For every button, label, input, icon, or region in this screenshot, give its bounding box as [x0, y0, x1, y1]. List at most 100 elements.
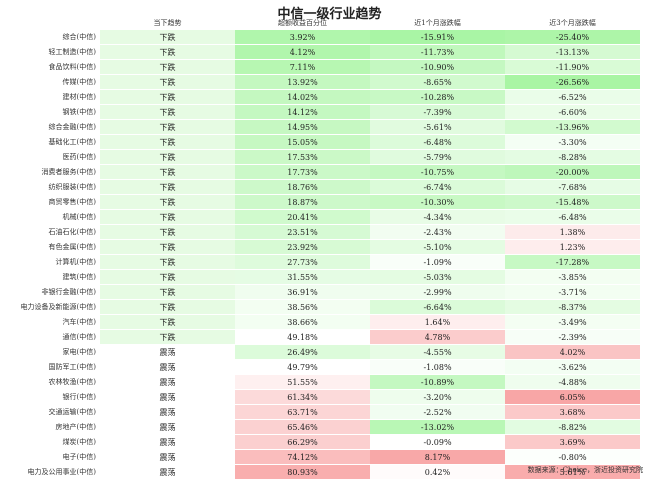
- excess-percentile-cell: 51.55%: [235, 375, 370, 390]
- industry-label: 国防军工(中信): [48, 363, 96, 371]
- one-month-change-cell: -1.09%: [370, 255, 505, 270]
- three-month-change-cell: 3.69%: [505, 435, 640, 450]
- header-trend: 当下趋势: [153, 19, 182, 27]
- one-month-change-cell: -7.39%: [370, 105, 505, 120]
- one-month-change-cell: -10.30%: [370, 195, 505, 210]
- three-month-change-cell: -7.68%: [505, 180, 640, 195]
- one-month-change-cell: -3.20%: [370, 390, 505, 405]
- excess-percentile-cell: 20.41%: [235, 210, 370, 225]
- three-month-change-cell: -26.56%: [505, 75, 640, 90]
- industry-label: 电力及公用事业(中信): [27, 468, 96, 476]
- industry-label: 食品饮料(中信): [48, 63, 96, 71]
- one-month-change-cell: -10.28%: [370, 90, 505, 105]
- one-month-change-cell: -4.55%: [370, 345, 505, 360]
- excess-percentile-cell: 27.73%: [235, 255, 370, 270]
- industry-label: 农林牧渔(中信): [48, 378, 96, 386]
- three-month-change-cell: -3.49%: [505, 315, 640, 330]
- one-month-change-cell: -2.52%: [370, 405, 505, 420]
- industry-label: 电子(中信): [62, 453, 96, 461]
- trend-cell: 震荡: [100, 420, 235, 435]
- industry-label: 综合金融(中信): [48, 123, 96, 131]
- trend-cell: 下跌: [100, 45, 235, 60]
- one-month-change-cell: -13.02%: [370, 420, 505, 435]
- table-row: 通信(中信) 下跌 49.18% 4.78% -2.39%: [0, 330, 659, 345]
- three-month-change-cell: -6.60%: [505, 105, 640, 120]
- table-row: 商贸零售(中信) 下跌 18.87% -10.30% -15.48%: [0, 195, 659, 210]
- excess-percentile-cell: 49.18%: [235, 330, 370, 345]
- table-row: 国防军工(中信) 震荡 49.79% -1.08% -3.62%: [0, 360, 659, 375]
- table-row: 电力设备及新能源(中信) 下跌 38.56% -6.64% -8.37%: [0, 300, 659, 315]
- table-row: 轻工制造(中信) 下跌 4.12% -11.73% -13.13%: [0, 45, 659, 60]
- table-row: 机械(中信) 下跌 20.41% -4.34% -6.48%: [0, 210, 659, 225]
- industry-label: 钢铁(中信): [62, 108, 96, 116]
- table-row: 汽车(中信) 下跌 38.66% 1.64% -3.49%: [0, 315, 659, 330]
- one-month-change-cell: -1.08%: [370, 360, 505, 375]
- table-row: 医药(中信) 下跌 17.53% -5.79% -8.28%: [0, 150, 659, 165]
- three-month-change-cell: -6.52%: [505, 90, 640, 105]
- industry-label: 房地产(中信): [55, 423, 96, 431]
- three-month-change-cell: 3.68%: [505, 405, 640, 420]
- table-row: 家电(中信) 震荡 26.49% -4.55% 4.02%: [0, 345, 659, 360]
- one-month-change-cell: 4.78%: [370, 330, 505, 345]
- three-month-change-cell: -3.71%: [505, 285, 640, 300]
- trend-cell: 震荡: [100, 435, 235, 450]
- industry-label: 综合(中信): [62, 33, 96, 41]
- trend-cell: 下跌: [100, 105, 235, 120]
- three-month-change-cell: 1.23%: [505, 240, 640, 255]
- table-row: 综合(中信) 下跌 3.92% -15.91% -25.40%: [0, 30, 659, 45]
- source-note: 数据来源：Choice，浙近投资研究院: [527, 466, 643, 474]
- table-row: 传媒(中信) 下跌 13.92% -8.65% -26.56%: [0, 75, 659, 90]
- trend-cell: 震荡: [100, 450, 235, 465]
- industry-label: 有色金属(中信): [48, 243, 96, 251]
- one-month-change-cell: -5.10%: [370, 240, 505, 255]
- excess-percentile-cell: 3.92%: [235, 30, 370, 45]
- one-month-change-cell: -11.73%: [370, 45, 505, 60]
- header-excess-percentile: 超额收益百分位: [278, 19, 327, 27]
- excess-percentile-cell: 26.49%: [235, 345, 370, 360]
- three-month-change-cell: -13.13%: [505, 45, 640, 60]
- table-row: 石油石化(中信) 下跌 23.51% -2.43% 1.38%: [0, 225, 659, 240]
- trend-cell: 下跌: [100, 195, 235, 210]
- one-month-change-cell: -5.03%: [370, 270, 505, 285]
- excess-percentile-cell: 31.55%: [235, 270, 370, 285]
- three-month-change-cell: -11.90%: [505, 60, 640, 75]
- table-row: 煤炭(中信) 震荡 66.29% -0.09% 3.69%: [0, 435, 659, 450]
- three-month-change-cell: -8.82%: [505, 420, 640, 435]
- trend-cell: 下跌: [100, 135, 235, 150]
- three-month-change-cell: -25.40%: [505, 30, 640, 45]
- table-row: 农林牧渔(中信) 震荡 51.55% -10.89% -4.88%: [0, 375, 659, 390]
- three-month-change-cell: -2.39%: [505, 330, 640, 345]
- industry-label: 机械(中信): [62, 213, 96, 221]
- one-month-change-cell: -5.79%: [370, 150, 505, 165]
- three-month-change-cell: -17.28%: [505, 255, 640, 270]
- excess-percentile-cell: 18.87%: [235, 195, 370, 210]
- three-month-change-cell: -20.00%: [505, 165, 640, 180]
- one-month-change-cell: -15.91%: [370, 30, 505, 45]
- industry-label: 纺织服装(中信): [48, 183, 96, 191]
- excess-percentile-cell: 49.79%: [235, 360, 370, 375]
- table-row: 电子(中信) 震荡 74.12% 8.17% -0.80%: [0, 450, 659, 465]
- trend-cell: 震荡: [100, 465, 235, 480]
- trend-cell: 下跌: [100, 300, 235, 315]
- industry-label: 计算机(中信): [55, 258, 96, 266]
- industry-label: 通信(中信): [62, 333, 96, 341]
- table-row: 纺织服装(中信) 下跌 18.76% -6.74% -7.68%: [0, 180, 659, 195]
- excess-percentile-cell: 18.76%: [235, 180, 370, 195]
- excess-percentile-cell: 17.53%: [235, 150, 370, 165]
- three-month-change-cell: -4.88%: [505, 375, 640, 390]
- industry-label: 汽车(中信): [62, 318, 96, 326]
- excess-percentile-cell: 7.11%: [235, 60, 370, 75]
- one-month-change-cell: -10.89%: [370, 375, 505, 390]
- excess-percentile-cell: 65.46%: [235, 420, 370, 435]
- one-month-change-cell: -10.75%: [370, 165, 505, 180]
- industry-label: 家电(中信): [62, 348, 96, 356]
- industry-label: 银行(中信): [62, 393, 96, 401]
- industry-label: 煤炭(中信): [62, 438, 96, 446]
- three-month-change-cell: -6.48%: [505, 210, 640, 225]
- one-month-change-cell: -0.09%: [370, 435, 505, 450]
- three-month-change-cell: -13.96%: [505, 120, 640, 135]
- header-1m-change: 近1个月涨跌幅: [414, 19, 461, 27]
- one-month-change-cell: -8.65%: [370, 75, 505, 90]
- excess-percentile-cell: 23.51%: [235, 225, 370, 240]
- table-row: 消费者服务(中信) 下跌 17.73% -10.75% -20.00%: [0, 165, 659, 180]
